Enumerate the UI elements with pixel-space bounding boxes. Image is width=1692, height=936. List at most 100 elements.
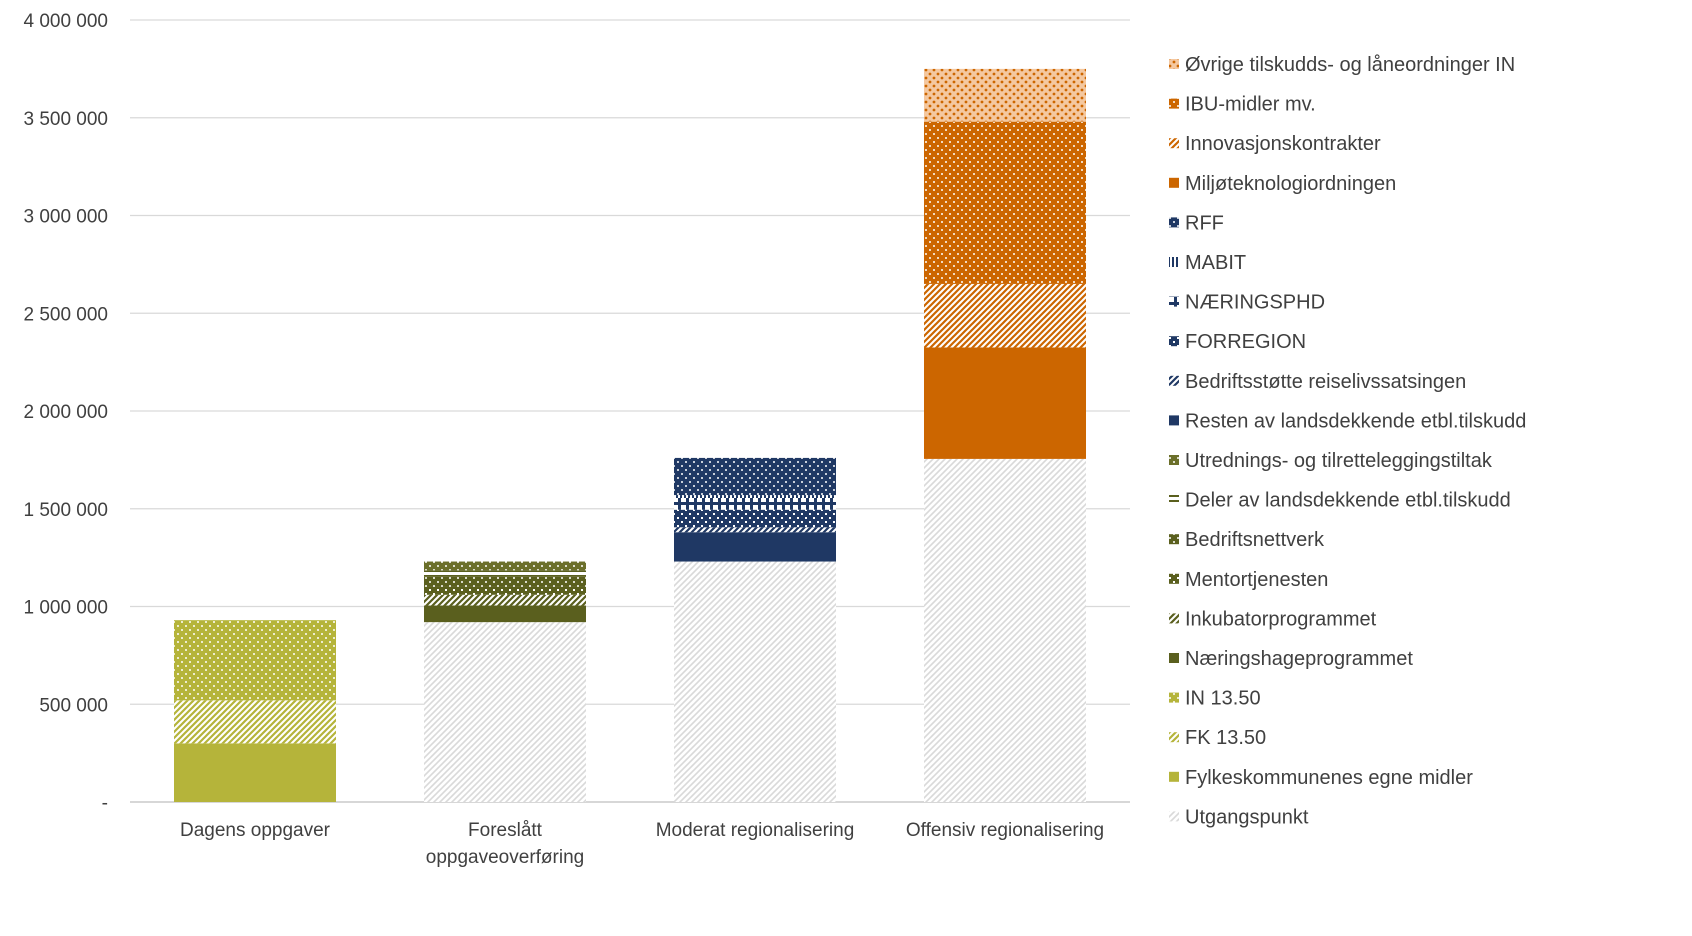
bar-segment-bedriftsnettverk [424,576,586,587]
x-category-label: Offensiv regionalisering [906,820,1104,841]
legend-swatch [1169,574,1179,584]
y-tick-label: 4 000 000 [23,11,108,32]
bar-segment-deler-av-landsdekkende-etbl-tilskudd [424,570,586,576]
legend-label: Utrednings- og tilretteleggingstiltak [1185,450,1493,472]
bar-segment-naeringsphd [674,498,836,510]
bar-segment-forregion [674,510,836,528]
bar-segment-naeringshageprogrammet [424,606,586,623]
bars [174,69,1086,802]
legend-label: Innovasjonskontrakter [1185,133,1381,155]
legend-swatch [1169,455,1179,465]
legend-swatch [1169,415,1179,425]
bar-segment-utgangspunkt [424,622,586,802]
x-category-label: Dagens oppgaver [180,820,331,841]
legend-swatch [1169,59,1179,69]
legend-item-fk-13-50: FK 13.50 [1169,727,1266,749]
legend-swatch [1169,732,1179,742]
legend-label: MABIT [1185,252,1246,274]
y-axis-tick-labels: - 500 000 1 000 000 1 500 000 2 000 000 2 500… [23,11,108,814]
legend-label: Mentortjenesten [1185,569,1328,591]
legend-swatch [1169,772,1179,782]
legend-item-in-13-50: IN 13.50 [1169,688,1261,710]
legend-label: FK 13.50 [1185,727,1266,749]
bar-segment-ovrige-tilskudds-og-laneordninger-in [924,69,1086,122]
legend-swatch [1169,297,1179,307]
legend-label: Deler av landsdekkende etbl.tilskudd [1185,490,1511,512]
legend-swatch [1169,534,1179,544]
legend-item-bedriftsnettverk: Bedriftsnettverk [1169,529,1325,551]
bar-segment-mentortjenesten [424,587,586,595]
bar-segment-fylkeskommunenes-egne-midler [174,743,336,802]
y-tick-label: 2 500 000 [23,304,108,325]
x-category-label: Foreslått oppgaveoverføring [426,820,584,868]
legend-label: Inkubatorprogrammet [1185,608,1377,630]
legend-label: IN 13.50 [1185,688,1261,710]
y-tick-label: 1 500 000 [23,500,108,521]
legend-label: Bedriftsnettverk [1185,529,1325,551]
legend-item-bedriftsstotte-reiselivssatsingen: Bedriftsstøtte reiselivssatsingen [1169,371,1466,393]
legend-item-ovrige-tilskudds-og-laneordninger-in: Øvrige tilskudds- og låneordninger IN [1169,54,1515,76]
legend-label: Bedriftsstøtte reiselivssatsingen [1185,371,1466,393]
legend-item-fylkeskommunenes-egne-midler: Fylkeskommunenes egne midler [1169,767,1473,789]
bar-segment-utrednings-og-tilretteleggingstiltak [424,562,586,571]
bar-segment-in-13-50 [174,620,336,700]
legend: Øvrige tilskudds- og låneordninger IN IBU… [1169,54,1526,828]
legend-swatch [1169,138,1179,148]
legend-item-naeringshageprogrammet: Næringshageprogrammet [1169,648,1413,670]
legend-item-innovasjonskontrakter: Innovasjonskontrakter [1169,133,1381,155]
y-tick-label: 3 500 000 [23,109,108,130]
legend-label: NÆRINGSPHD [1185,292,1325,314]
legend-swatch [1169,693,1179,703]
legend-label: Øvrige tilskudds- og låneordninger IN [1185,54,1515,76]
legend-swatch [1169,653,1179,663]
legend-item-resten-av-landsdekkende-etbl-tilskudd: Resten av landsdekkende etbl.tilskudd [1169,410,1526,432]
y-tick-label: 3 000 000 [23,207,108,228]
legend-label: RFF [1185,212,1224,234]
legend-item-ibu-midler-mv: IBU-midler mv. [1169,94,1316,116]
bar-segment-fk-13-50 [174,700,336,743]
legend-item-inkubatorprogrammet: Inkubatorprogrammet [1169,608,1377,630]
bar-segment-innovasjonskontrakter [924,284,1086,348]
legend-item-deler-av-landsdekkende-etbl-tilskudd: Deler av landsdekkende etbl.tilskudd [1169,490,1511,512]
y-tick-label: 500 000 [39,695,108,716]
legend-swatch [1169,217,1179,227]
bar-segment-rff [674,458,836,495]
x-axis-category-labels: Dagens oppgaver Foreslått oppgaveoverførin… [180,820,1104,868]
legend-label: Fylkeskommunenes egne midler [1185,767,1473,789]
legend-item-forregion: FORREGION [1169,331,1306,353]
legend-swatch [1169,99,1179,109]
legend-swatch [1169,376,1179,386]
legend-swatch [1169,178,1179,188]
bar-segment-bedriftsstotte-reiselivssatsingen [674,527,836,532]
y-tick-label: - [102,793,108,814]
legend-item-utgangspunkt: Utgangspunkt [1169,806,1309,828]
bar-segment-mabit [674,495,836,498]
bar-segment-inkubatorprogrammet [424,595,586,606]
legend-label: FORREGION [1185,331,1306,353]
legend-swatch [1169,336,1179,346]
x-category-label: Moderat regionalisering [656,820,855,841]
legend-label: IBU-midler mv. [1185,94,1316,116]
legend-item-rff: RFF [1169,212,1224,234]
legend-swatch [1169,257,1179,267]
legend-item-naeringsphd: NÆRINGSPHD [1169,292,1325,314]
bar-segment-resten-av-landsdekkende-etbl-tilskudd [674,532,836,561]
bar-segment-miljoteknologiordningen [924,347,1086,458]
legend-item-mentortjenesten: Mentortjenesten [1169,569,1328,591]
legend-swatch [1169,811,1179,821]
legend-item-miljoteknologiordningen: Miljøteknologiordningen [1169,173,1396,195]
bar-segment-utgangspunkt [674,562,836,802]
legend-swatch [1169,495,1179,505]
legend-label: Næringshageprogrammet [1185,648,1413,670]
legend-label: Resten av landsdekkende etbl.tilskudd [1185,410,1526,432]
bar-segment-ibu-midler-mv [924,122,1086,284]
legend-item-mabit: MABIT [1169,252,1246,274]
legend-swatch [1169,613,1179,623]
legend-label: Miljøteknologiordningen [1185,173,1396,195]
y-tick-label: 2 000 000 [23,402,108,423]
bar-segment-utgangspunkt [924,459,1086,802]
y-tick-label: 1 000 000 [23,598,108,619]
legend-label: Utgangspunkt [1185,806,1309,828]
legend-item-utrednings-og-tilretteleggingstiltak: Utrednings- og tilretteleggingstiltak [1169,450,1493,472]
